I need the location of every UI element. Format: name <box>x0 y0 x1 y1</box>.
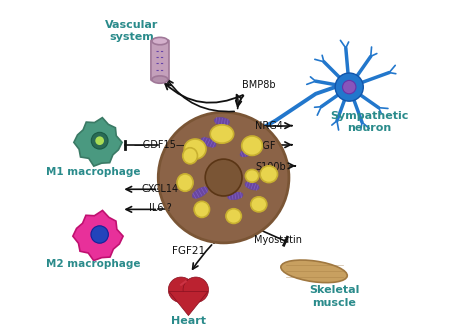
Text: FGF21: FGF21 <box>172 246 205 256</box>
Ellipse shape <box>152 38 168 45</box>
Text: NGF: NGF <box>255 141 276 151</box>
Ellipse shape <box>214 118 229 125</box>
Ellipse shape <box>281 260 347 283</box>
Ellipse shape <box>217 162 227 175</box>
Text: Heart: Heart <box>171 316 206 326</box>
Circle shape <box>95 136 104 145</box>
Ellipse shape <box>177 174 193 191</box>
Text: —GDF15—: —GDF15— <box>134 140 186 150</box>
Ellipse shape <box>246 170 259 182</box>
Text: BMP8b: BMP8b <box>242 80 276 90</box>
Ellipse shape <box>242 136 263 155</box>
FancyBboxPatch shape <box>151 40 169 81</box>
Circle shape <box>183 277 209 303</box>
Polygon shape <box>73 210 123 261</box>
Ellipse shape <box>184 139 206 159</box>
Ellipse shape <box>226 209 241 223</box>
Circle shape <box>158 112 289 243</box>
Circle shape <box>91 132 108 149</box>
Ellipse shape <box>228 192 243 200</box>
Circle shape <box>335 73 363 101</box>
Ellipse shape <box>245 182 259 190</box>
Ellipse shape <box>210 125 234 143</box>
Text: IL6 ?: IL6 ? <box>148 203 171 213</box>
Polygon shape <box>169 291 208 316</box>
Ellipse shape <box>194 201 210 217</box>
Ellipse shape <box>211 167 223 178</box>
Ellipse shape <box>251 197 267 212</box>
Text: Sympathetic
neuron: Sympathetic neuron <box>330 111 409 133</box>
Text: NRG4: NRG4 <box>255 121 283 131</box>
Ellipse shape <box>260 166 278 183</box>
Ellipse shape <box>240 148 254 157</box>
Text: M1 macrophage: M1 macrophage <box>46 166 140 177</box>
Ellipse shape <box>152 76 168 83</box>
Polygon shape <box>74 118 122 166</box>
Text: Vascular
system: Vascular system <box>105 20 158 43</box>
Text: CXCL14: CXCL14 <box>141 184 179 194</box>
Ellipse shape <box>192 187 208 198</box>
Text: S100b: S100b <box>255 162 286 173</box>
Ellipse shape <box>183 148 198 164</box>
Circle shape <box>343 80 356 94</box>
Circle shape <box>91 226 109 243</box>
Circle shape <box>168 277 194 303</box>
Ellipse shape <box>201 138 216 147</box>
Text: Skeletal
muscle: Skeletal muscle <box>309 285 359 308</box>
Text: Myostatin: Myostatin <box>254 234 302 245</box>
Text: M2 macrophage: M2 macrophage <box>46 259 140 269</box>
Circle shape <box>205 159 242 196</box>
